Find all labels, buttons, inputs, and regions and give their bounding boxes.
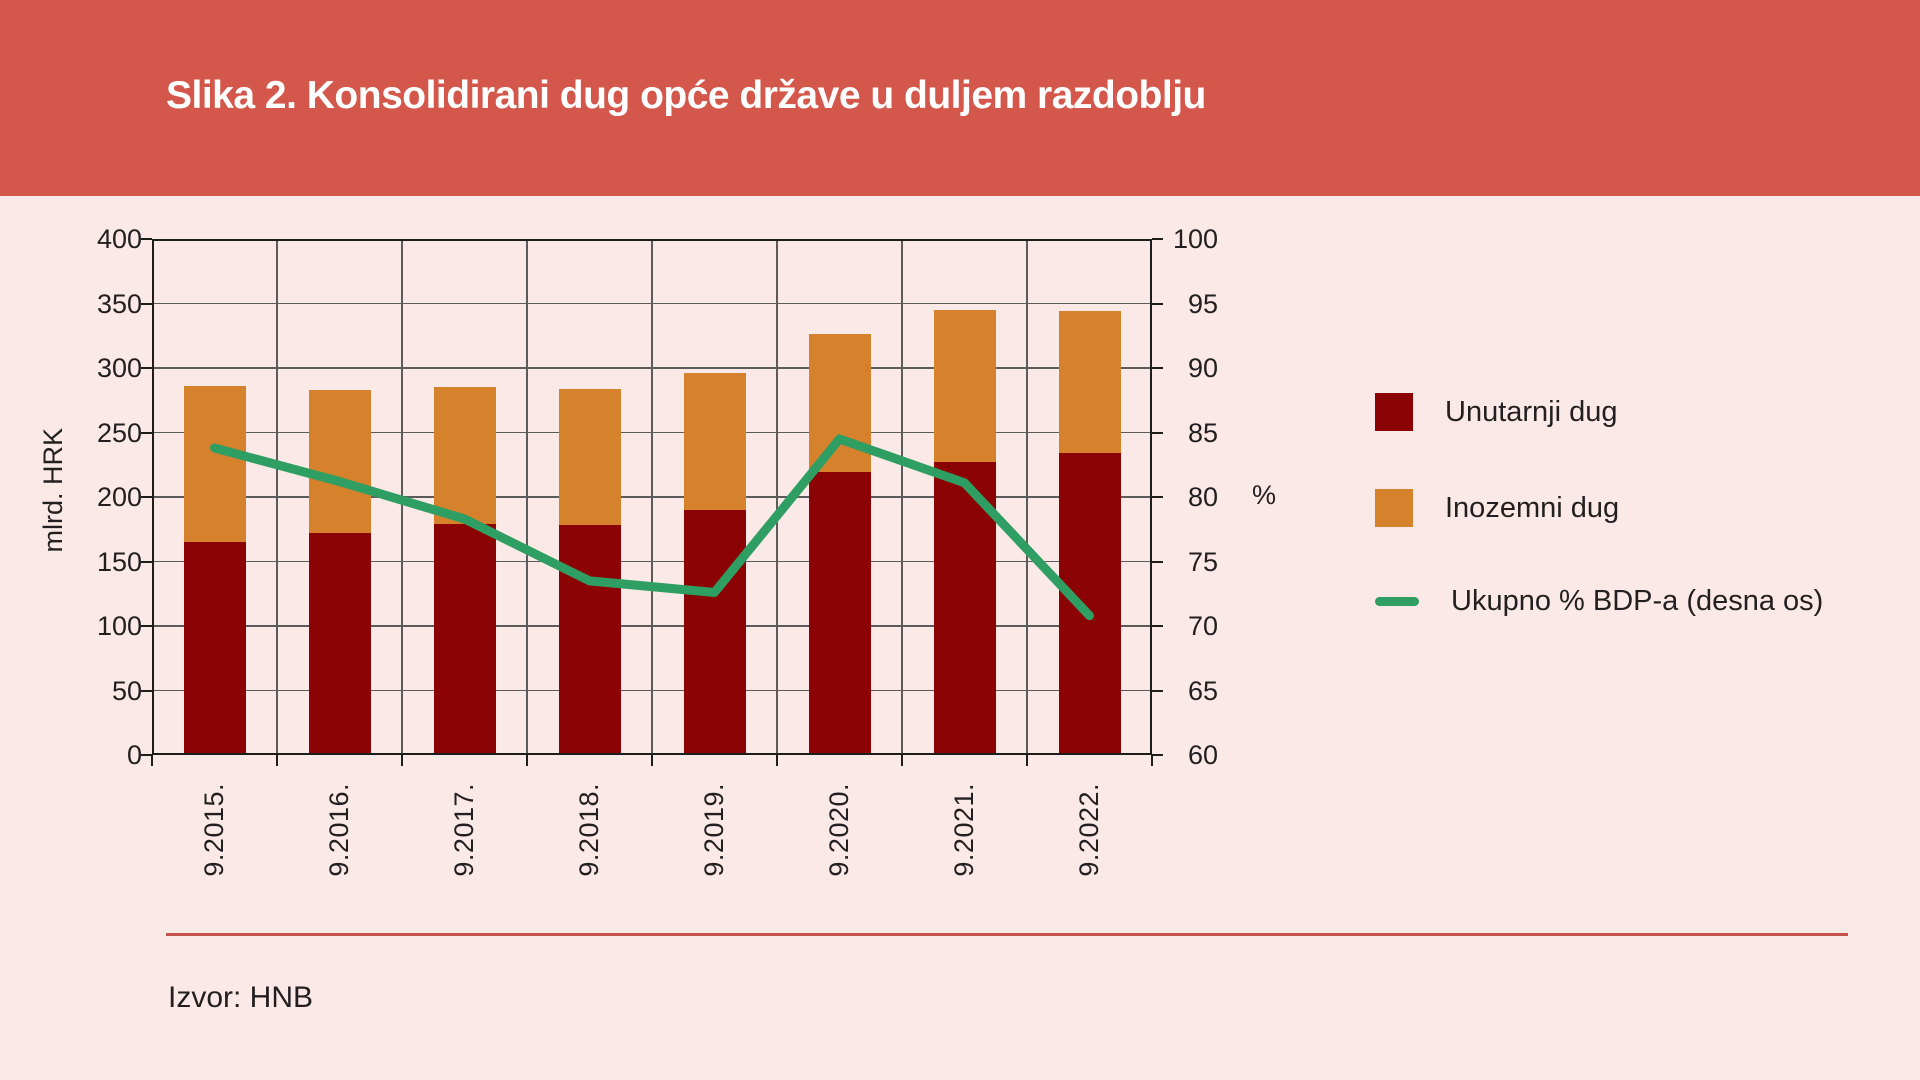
right-tick-mark [1152,496,1163,498]
left-axis-ticks [141,238,152,756]
right-tick-label: 95 [1187,288,1218,319]
x-tick-label: 9.2016. [323,783,354,877]
right-tick-label: 65 [1187,675,1218,706]
left-tick-label: 100 [96,611,142,641]
legend-label-inozemni-dug: Inozemni dug [1445,491,1620,524]
x-tick-label: 9.2020. [823,783,854,877]
left-tick-mark [141,431,152,434]
bar-segment-inozemni [558,388,621,526]
x-tick-label: 9.2021. [948,783,979,877]
right-tick-label: 75 [1187,546,1218,577]
bar-segment-unutarnji [183,542,246,755]
bottom-axis-ticks [151,755,1153,766]
legend-swatch-inozemni-dug [1375,489,1413,527]
bar-segment-unutarnji [308,533,371,755]
left-tick-mark [141,302,152,305]
bar-segment-inozemni [308,389,371,534]
left-tick-label: 200 [96,482,142,512]
bottom-tick-mark [151,755,153,766]
bottom-tick-mark [901,755,903,766]
left-tick-mark [141,560,152,563]
left-tick-mark [141,496,152,498]
source-text: Izvor: HNB [168,981,314,1014]
bottom-tick-mark [276,755,278,766]
bar-segment-inozemni [183,386,246,543]
x-tick-label: 9.2017. [448,783,479,877]
left-tick-label: 300 [96,353,142,383]
right-axis-title: % [1252,480,1277,510]
bar-segment-unutarnji [808,472,871,755]
plot-area [152,239,1152,755]
x-tick-label: 9.2022. [1073,783,1104,877]
right-tick-label: 100 [1172,224,1218,254]
v-gridline [651,239,653,755]
left-tick-label: 250 [96,417,142,448]
source-divider [166,933,1848,936]
legend-item-unutarnji-dug: Unutarnji dug [1375,392,1618,432]
bottom-tick-mark [1151,755,1153,766]
right-tick-label: 60 [1187,740,1218,770]
legend-label-ukupno-bdp: Ukupno % BDP-a (desna os) [1451,584,1824,617]
x-axis-labels: 9.2015. 9.2016. 9.2017. 9.2018. 9.2019. 9.202… [152,783,1152,903]
left-tick-label: 50 [111,675,142,706]
right-tick-mark [1152,367,1163,369]
left-tick-label: 150 [96,546,142,577]
legend-swatch-unutarnji-dug [1375,393,1413,431]
right-tick-label: 70 [1187,611,1218,641]
bar-segment-inozemni [683,373,746,510]
v-gridline [901,239,903,755]
header-banner: Slika 2. Konsolidirani dug opće države u… [0,0,1920,196]
right-axis-labels: 100 95 90 85 80 75 70 65 60 [1170,224,1218,770]
right-tick-mark [1152,754,1163,756]
bar-segment-unutarnji [683,509,746,755]
left-tick-label: 350 [96,288,142,319]
right-tick-mark [1152,431,1163,434]
right-tick-mark [1152,560,1163,563]
left-tick-label: 0 [126,740,142,770]
bottom-tick-mark [1026,755,1028,766]
bar-segment-inozemni [433,387,496,525]
bar-segment-inozemni [933,309,996,463]
bottom-tick-mark [526,755,528,766]
right-tick-mark [1152,625,1163,627]
legend-item-ukupno-bdp: Ukupno % BDP-a (desna os) [1375,581,1823,621]
right-axis-ticks [1152,238,1163,756]
v-gridline [776,239,778,755]
right-tick-label: 90 [1187,353,1218,383]
legend-item-inozemni-dug: Inozemni dug [1375,488,1619,528]
right-tick-mark [1152,302,1163,305]
left-tick-mark [141,238,152,240]
bottom-tick-mark [651,755,653,766]
left-axis-title: mlrd. HRK [38,428,68,553]
x-tick-label: 9.2019. [698,783,729,877]
v-gridline [276,239,278,755]
left-tick-mark [141,689,152,692]
v-gridline [526,239,528,755]
right-tick-label: 85 [1187,417,1218,448]
trend-polyline [210,434,1094,621]
chart-title: Slika 2. Konsolidirani dug opće države u… [166,74,1206,117]
legend-label-unutarnji-dug: Unutarnji dug [1445,395,1618,428]
left-tick-label: 400 [96,224,142,254]
bar-segment-unutarnji [433,524,496,755]
left-tick-mark [141,625,152,627]
legend-swatch-ukupno-bdp [1375,596,1419,606]
left-tick-mark [141,754,152,756]
right-tick-label: 80 [1187,482,1218,512]
trend-line-layer [210,434,1094,621]
v-gridline [1026,239,1028,755]
right-tick-mark [1152,238,1163,240]
left-tick-mark [141,367,152,369]
x-tick-label: 9.2015. [198,783,229,877]
right-tick-mark [1152,689,1163,692]
x-tick-label: 9.2018. [573,783,604,877]
bar-segment-unutarnji [558,525,621,755]
bottom-tick-mark [776,755,778,766]
bottom-tick-mark [401,755,403,766]
left-axis-labels: 400 350 300 250 200 150 100 50 0 [56,224,142,770]
bar-segment-unutarnji [1058,453,1121,755]
bar-segment-inozemni [1058,311,1121,454]
